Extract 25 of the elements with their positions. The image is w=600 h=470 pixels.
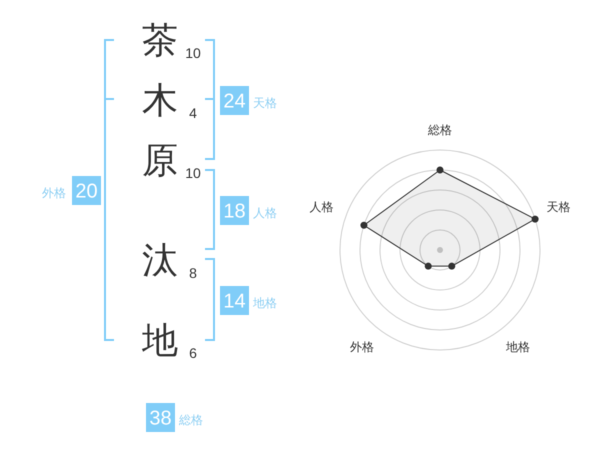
data-label: 8 (189, 265, 198, 281)
text: 18 (223, 200, 246, 222)
category-label: 地 (141, 320, 178, 360)
text: 総格 (178, 413, 203, 427)
data-label: 10 (185, 45, 201, 61)
spoke-label: 天格 (546, 200, 571, 214)
data-label: 10 (185, 165, 201, 181)
spoke-label: 人格 (309, 200, 334, 214)
category-label: 木 (142, 80, 178, 120)
text: 人格 (253, 206, 277, 220)
category-label: 汰 (142, 240, 178, 280)
text: 外格 (42, 186, 66, 200)
spoke-label: 外格 (350, 340, 374, 354)
category-label: 原 (142, 140, 178, 180)
spoke-label: 地格 (504, 340, 530, 354)
text: 天格 (253, 96, 277, 110)
data-label: 6 (189, 345, 198, 361)
spoke-label: 総格 (427, 123, 452, 137)
text: 20 (75, 180, 98, 202)
text: 38 (149, 408, 172, 430)
data-label: 4 (189, 105, 198, 121)
text: 地格 (252, 296, 277, 310)
text: 14 (223, 290, 246, 312)
text: 24 (223, 90, 246, 112)
category-label: 茶 (142, 20, 178, 60)
